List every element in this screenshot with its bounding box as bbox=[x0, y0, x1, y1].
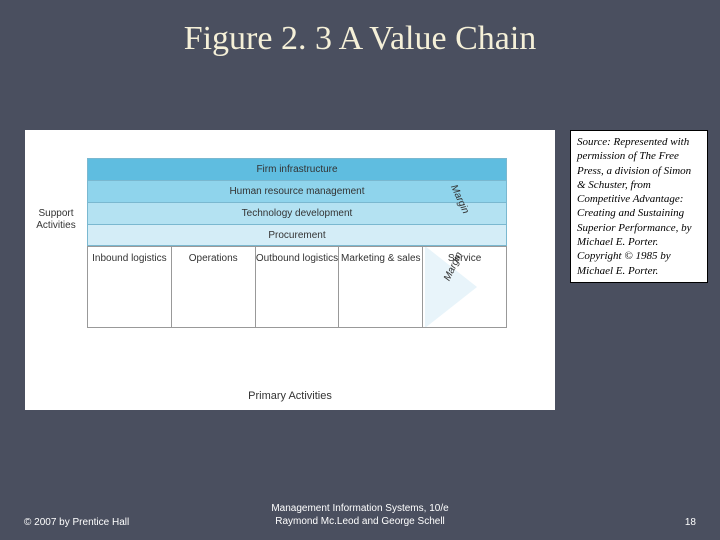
slide-footer: © 2007 by Prentice Hall Management Infor… bbox=[0, 502, 720, 528]
primary-service: Service bbox=[423, 247, 506, 327]
value-chain-diagram: Support Activities Firm infrastructure H… bbox=[25, 130, 555, 410]
primary-activities-label: Primary Activities bbox=[25, 390, 555, 402]
source-citation: Source: Represented with permission of T… bbox=[570, 130, 708, 283]
slide-title: Figure 2. 3 A Value Chain bbox=[0, 0, 720, 58]
support-activities-label: Support Activities bbox=[31, 208, 81, 232]
footer-line1: Management Information Systems, 10/e bbox=[164, 502, 556, 515]
primary-inbound: Inbound logistics bbox=[88, 247, 172, 327]
footer-book-title: Management Information Systems, 10/e Ray… bbox=[164, 502, 556, 528]
support-row-infrastructure: Firm infrastructure bbox=[87, 158, 507, 180]
support-row-procurement: Procurement bbox=[87, 224, 507, 246]
primary-activities-row: Inbound logistics Operations Outbound lo… bbox=[87, 246, 507, 328]
primary-operations: Operations bbox=[172, 247, 256, 327]
support-row-tech: Technology development bbox=[87, 202, 507, 224]
primary-outbound: Outbound logistics bbox=[256, 247, 340, 327]
chain-container: Firm infrastructure Human resource manag… bbox=[87, 158, 507, 328]
footer-line2: Raymond Mc.Leod and George Schell bbox=[164, 515, 556, 528]
primary-marketing: Marketing & sales bbox=[339, 247, 423, 327]
footer-copyright: © 2007 by Prentice Hall bbox=[24, 517, 164, 528]
footer-page-number: 18 bbox=[556, 517, 696, 528]
support-row-hr: Human resource management bbox=[87, 180, 507, 202]
